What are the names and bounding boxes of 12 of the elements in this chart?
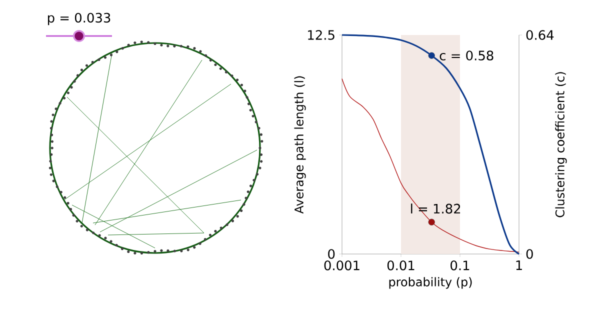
x-tick-label: 0.001 [324,260,360,270]
y2-tick-label: 0.64 [526,30,554,40]
x-tick-label: 0.01 [387,260,414,270]
x-tick-label: 1 [516,260,522,270]
text: p = 0.033 [48,12,110,26]
y-tick-label: 12.5 [308,30,334,40]
y2-axis-title: Clustering coefficient (c) [555,72,567,218]
y2-tick-label: 0 [526,249,533,259]
x-tick-label: 0.1 [450,260,470,270]
y-axis-title: Average path length (l) [294,76,306,214]
data-label: c = 0.58 [440,50,494,60]
x-axis-title: probability (p) [389,277,472,289]
